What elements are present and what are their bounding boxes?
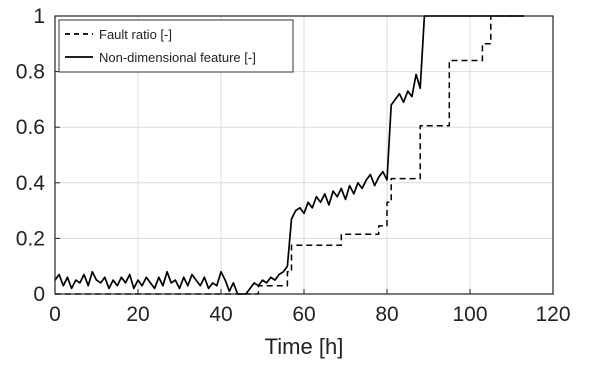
x-tick-label: 40 [209,303,232,326]
legend-box [58,19,294,73]
x-axis-title: Time [h] [265,334,344,359]
series-line-fault-ratio [55,15,524,295]
x-tick-label: 100 [452,303,487,326]
tick-labels: 0 20 40 60 80 100 120 0 0.2 0.4 0.6 0.8 1 [16,5,571,326]
series-layer [54,15,524,295]
x-tick-label: 80 [375,303,398,326]
legend-label-fault-ratio: Fault ratio [-] [99,27,172,42]
y-tick-label: 0.6 [16,116,45,139]
plot-frame [54,15,554,295]
y-tick-label: 0.8 [16,61,45,84]
legend-label-feature: Non-dimensional feature [-] [99,50,256,65]
y-tick-label: 0 [33,283,45,306]
y-tick-label: 0.4 [16,172,46,195]
x-tick-label: 0 [49,303,61,326]
legend: Fault ratio [-] Non-dimensional feature … [58,19,294,73]
x-tick-label: 20 [126,303,149,326]
x-tick-label: 60 [292,303,315,326]
y-tick-label: 1 [33,5,45,28]
series-line-feature [54,15,524,295]
y-tick-label: 0.2 [16,227,45,250]
x-tick-label: 120 [535,303,570,326]
